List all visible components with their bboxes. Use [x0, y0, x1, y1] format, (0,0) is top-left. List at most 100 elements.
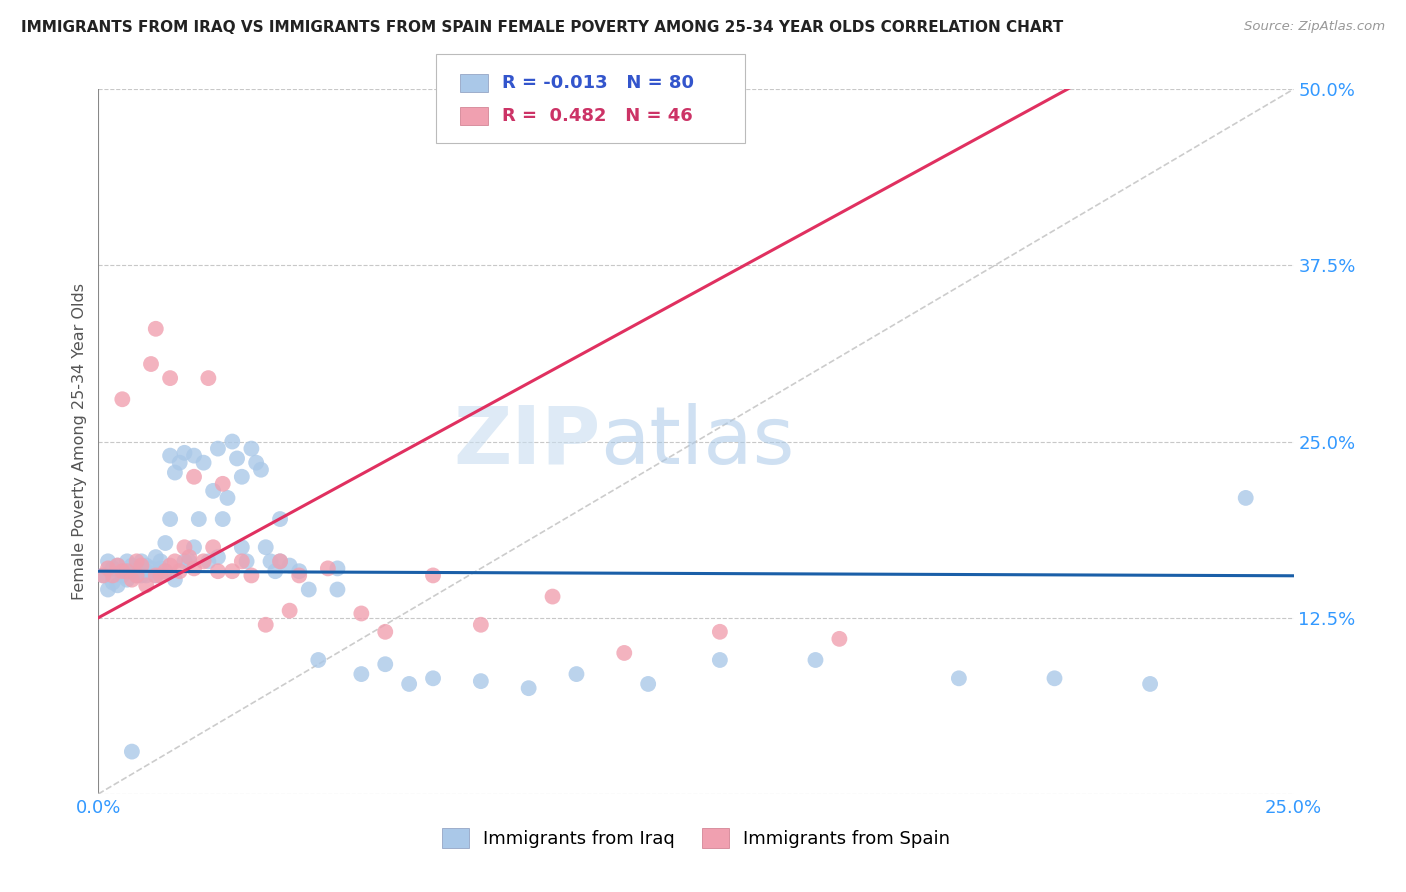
Point [107, 578, 129, 592]
Point [250, 463, 273, 477]
Point [183, 561, 205, 575]
Point [135, 578, 157, 592]
Point [145, 550, 167, 565]
Point [231, 541, 253, 555]
Point [269, 554, 291, 568]
Point [350, 607, 373, 621]
Point [187, 512, 209, 526]
Point [269, 554, 291, 568]
Point [298, 582, 321, 597]
Point [202, 541, 225, 555]
Point [125, 561, 148, 575]
Point [179, 554, 201, 568]
Point [637, 677, 659, 691]
Point [169, 456, 191, 470]
Point [804, 653, 827, 667]
Point [169, 564, 191, 578]
Point [111, 564, 134, 578]
Point [125, 554, 148, 568]
Point [316, 561, 339, 575]
Point [1234, 491, 1257, 505]
Point [217, 491, 239, 505]
Text: ZIP: ZIP [453, 402, 600, 481]
Point [139, 561, 162, 575]
Point [97, 561, 120, 575]
Point [948, 671, 970, 685]
Point [207, 550, 229, 565]
Point [135, 568, 157, 582]
Point [101, 568, 124, 582]
Point [517, 681, 540, 696]
Point [125, 568, 148, 582]
Point [240, 442, 263, 456]
Point [193, 456, 215, 470]
Point [470, 617, 492, 632]
Point [245, 456, 267, 470]
Point [139, 357, 162, 371]
Text: Source: ZipAtlas.com: Source: ZipAtlas.com [1244, 20, 1385, 33]
Point [115, 564, 138, 578]
Point [131, 558, 153, 573]
Point [254, 541, 277, 555]
Point [155, 564, 177, 578]
Point [107, 558, 129, 573]
Point [398, 677, 420, 691]
Text: atlas: atlas [600, 402, 794, 481]
Point [159, 558, 181, 573]
Point [111, 564, 134, 578]
Point [197, 371, 219, 385]
Point [135, 564, 157, 578]
Point [197, 554, 219, 568]
Point [91, 568, 114, 582]
Point [111, 392, 134, 407]
Point [613, 646, 636, 660]
Text: R = -0.013   N = 80: R = -0.013 N = 80 [502, 74, 695, 92]
Point [207, 442, 229, 456]
Point [264, 564, 287, 578]
Point [221, 564, 243, 578]
Point [288, 568, 311, 582]
Point [107, 558, 129, 573]
Point [91, 568, 114, 582]
Point [159, 512, 181, 526]
Point [163, 466, 186, 480]
Point [470, 674, 492, 689]
Point [149, 568, 172, 582]
Point [121, 573, 143, 587]
Point [145, 568, 167, 582]
Point [240, 568, 263, 582]
Point [565, 667, 588, 681]
Point [1043, 671, 1066, 685]
Point [115, 573, 138, 587]
Point [269, 512, 291, 526]
Point [121, 564, 143, 578]
Point [422, 568, 444, 582]
Y-axis label: Female Poverty Among 25-34 Year Olds: Female Poverty Among 25-34 Year Olds [72, 283, 87, 600]
Point [183, 469, 205, 483]
Point [173, 446, 195, 460]
Point [709, 624, 731, 639]
Point [159, 371, 181, 385]
Point [1139, 677, 1161, 691]
Point [374, 624, 396, 639]
Point [183, 541, 205, 555]
Point [235, 554, 257, 568]
Point [131, 554, 153, 568]
Point [183, 449, 205, 463]
Point [288, 564, 311, 578]
Point [101, 561, 124, 575]
Point [121, 745, 143, 759]
Point [115, 554, 138, 568]
Point [221, 434, 243, 449]
Point [163, 573, 186, 587]
Point [307, 653, 329, 667]
Text: R =  0.482   N = 46: R = 0.482 N = 46 [502, 107, 693, 125]
Point [254, 617, 277, 632]
Point [121, 558, 143, 573]
Point [259, 554, 281, 568]
Point [202, 483, 225, 498]
Point [145, 568, 167, 582]
Point [226, 451, 249, 466]
Point [125, 568, 148, 582]
Point [278, 558, 301, 573]
